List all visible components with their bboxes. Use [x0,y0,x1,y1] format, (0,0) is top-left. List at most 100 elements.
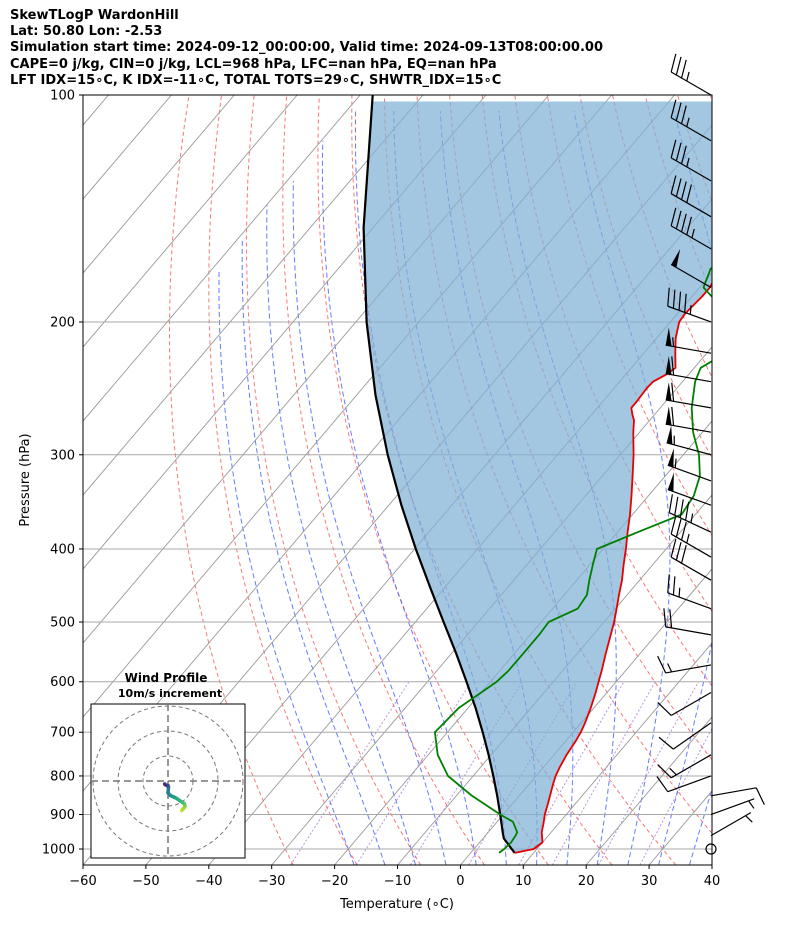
hodograph-plot [91,704,245,858]
wind-barb [658,722,712,750]
stability-indices: LFT IDX=15∘C, K IDX=-11∘C, TOTAL TOTS=29… [10,72,502,88]
barb-full-feather [674,496,679,516]
y-tick-label: 800 [50,769,75,784]
barb-staff [710,787,757,797]
wind-barb [710,787,765,805]
x-tick-label: 30 [641,874,658,889]
dry-adiabat [579,95,712,459]
barb-full-feather [672,576,676,596]
barb-full-feather [670,99,677,118]
convective-parameters: CAPE=0 j/kg, CIN=0 j/kg, LCL=968 hPa, LF… [10,56,497,72]
barb-full-feather [670,207,677,227]
wind-barb [667,574,712,610]
y-tick-label: 700 [50,726,75,741]
barb-half-feather [678,587,681,598]
x-tick-label: 20 [578,874,595,889]
isotherm [522,642,712,865]
barb-full-feather [675,56,682,76]
parcel-profile-line [362,95,516,854]
isotherm [83,95,298,348]
barb-full-feather [672,289,676,309]
mixing-ratio-line [597,681,699,865]
x-tick-label: −10 [384,874,411,889]
barb-full-feather [670,515,677,535]
x-tick-label: 40 [704,874,721,889]
y-tick-label: 300 [50,448,75,463]
dewpoint-profile-line [433,266,712,854]
barb-staff [670,157,712,182]
moist-adiabat [658,110,712,865]
barb-staff [665,399,712,409]
dry-adiabat [709,95,712,103]
wind-barb [665,382,712,409]
station-coordinates: Lat: 50.80 Lon: -2.53 [10,24,163,40]
chart-title: SkewTLogP WardonHill [10,8,179,23]
barb-full-feather [680,521,687,541]
barb-full-feather [755,787,765,805]
barb-full-feather [671,356,675,376]
barb-full-feather [685,501,690,521]
barb-staff [667,592,712,610]
barb-full-feather [671,406,675,426]
x-tick-label: −40 [195,874,222,889]
mixing-ratio-line [468,681,578,865]
mixing-ratio-line [639,727,712,865]
barb-half-feather [686,533,690,544]
barb-full-feather [680,105,687,124]
barb-half-feather [674,458,677,469]
barb-full-feather [686,216,693,236]
mixing-ratio-line [355,681,472,865]
barb-full-feather [675,541,682,561]
barb-full-feather [680,59,687,79]
barb-full-feather [679,499,684,518]
dry-adiabat [169,95,294,865]
barb-full-feather [669,609,673,628]
dry-adiabat [208,95,358,865]
wind-barb [670,175,712,218]
moist-adiabat [573,110,671,865]
barb-half-feather [690,513,694,523]
barb-full-feather [658,736,674,750]
wind-barb [656,775,712,793]
parcel-area-shading [363,101,712,853]
wind-barb [670,248,712,289]
dry-adiabat [351,95,613,865]
isotherm [585,716,712,865]
y-tick-label: 500 [50,616,75,631]
barb-staff [710,812,752,837]
dry-adiabat [743,95,794,865]
barb-staff [665,664,712,674]
dry-adiabat [481,95,712,687]
y-axis-label: Pressure (hPa) [18,433,33,526]
barb-pennant [667,448,674,468]
wind-barb [663,608,712,636]
barb-staff [670,117,712,142]
barb-half-feather [686,117,690,127]
barb-staff [665,423,712,433]
isotherm [711,864,712,865]
barb-full-feather [663,608,667,627]
hodograph-subtitle: 10m/s increment [118,687,222,700]
barb-staff [667,305,712,323]
barb-full-feather [667,287,670,307]
isotherm [83,95,424,496]
barb-staff [669,512,712,533]
y-tick-label: 1000 [42,843,75,858]
barb-staff [665,626,712,636]
barb-staff [670,556,712,581]
barb-full-feather [675,102,682,121]
barb-staff [670,533,712,558]
hodograph-title: Wind Profile [125,671,208,685]
wind-barb [665,327,712,354]
barb-full-feather [670,53,677,73]
barb-staff [667,488,712,506]
dry-adiabat [546,95,712,537]
wind-barb [667,287,712,323]
wind-barb [666,425,712,456]
wind-barb [710,798,755,816]
barb-staff [710,798,755,816]
barb-full-feather [680,145,687,165]
barb-full-feather [656,776,669,793]
moist-adiabat [720,111,794,865]
